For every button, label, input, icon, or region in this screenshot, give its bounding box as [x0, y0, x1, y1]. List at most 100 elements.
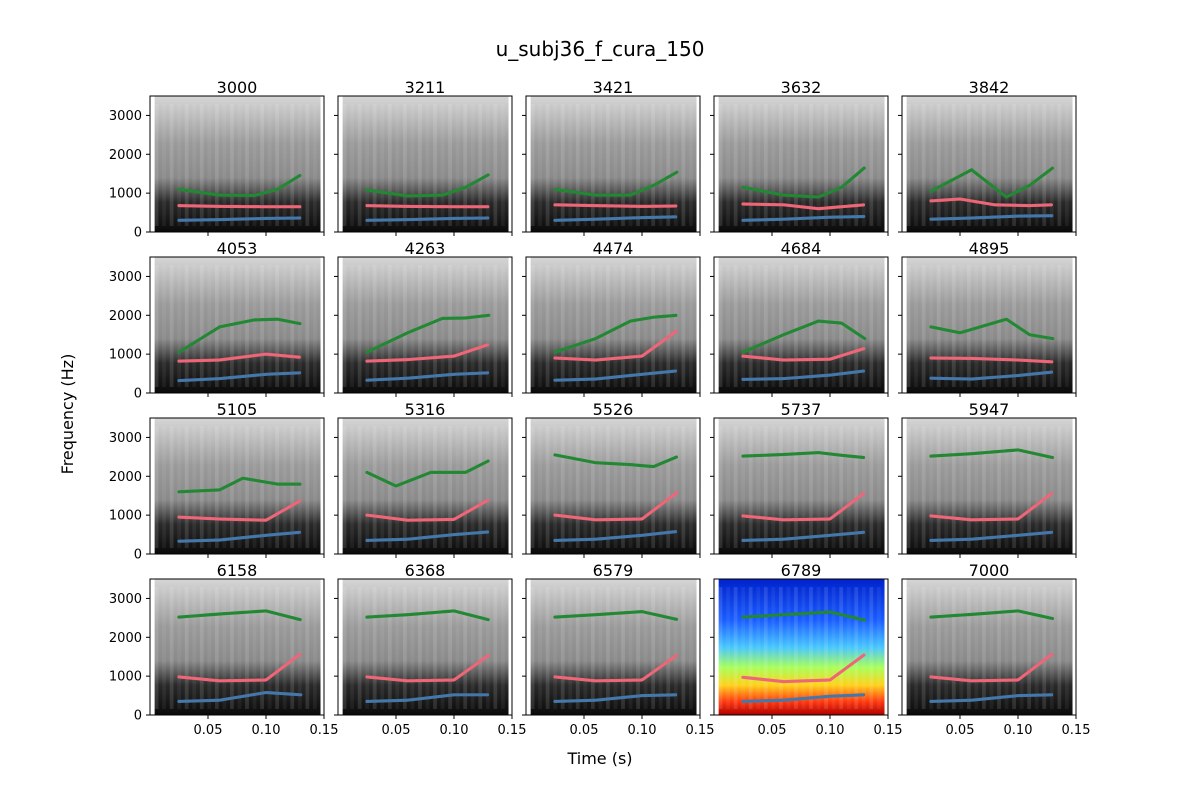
spectrogram-stripe: [478, 587, 483, 709]
x-tick-label: 0.10: [440, 723, 469, 738]
spectrogram-stripe: [192, 587, 197, 709]
panel: 5105 0 1000 2000 3000: [109, 400, 325, 563]
spectrogram-stripe: [162, 587, 166, 709]
spectrogram-stripe: [538, 104, 542, 226]
spectrogram-stripe: [936, 104, 941, 226]
spectrogram-stripe: [959, 265, 964, 387]
spectrogram-stripe: [771, 426, 776, 548]
formant-track-f1: [366, 530, 489, 542]
spectrogram-stripe: [230, 587, 234, 709]
spectrogram-stripe: [726, 265, 730, 387]
spectrogram-background: [906, 579, 1073, 715]
spectrogram-stripe: [794, 426, 798, 548]
spectrogram-stripe: [380, 104, 385, 226]
spectrogram-stripe: [1057, 265, 1062, 387]
spectrogram-stripe: [636, 426, 640, 548]
spectrogram-stripe: [184, 587, 189, 709]
spectrogram-stripe: [643, 265, 648, 387]
spectrogram-stripe: [1004, 587, 1009, 709]
spectrogram-stripe: [365, 426, 370, 548]
spectrogram-stripe: [681, 587, 686, 709]
y-tick-label: 2000: [109, 470, 142, 485]
formant-track-f1: [742, 369, 865, 381]
spectrogram-stripe: [831, 587, 836, 709]
spectrogram-stripe: [606, 265, 610, 387]
spectrogram-stripe: [418, 265, 422, 387]
spectrogram-stripe: [312, 587, 317, 709]
panel-title: 4053: [217, 239, 258, 258]
spectrogram-stripe: [530, 265, 535, 387]
formant-track-f3: [742, 611, 866, 622]
spectrogram-stripe: [402, 265, 407, 387]
spectrogram-stripe: [252, 104, 257, 226]
formant-track-f3: [930, 609, 1054, 620]
spectrogram-stripe: [989, 426, 994, 548]
spectrogram-stripe: [177, 104, 182, 226]
spectrogram-stripe: [470, 426, 475, 548]
spectrogram-stripe: [816, 265, 821, 387]
spectrogram-stripe: [598, 587, 603, 709]
spectrogram-stripe: [1012, 104, 1016, 226]
spectrogram-stripe: [824, 426, 828, 548]
spectrogram-stripe: [590, 104, 595, 226]
spectrogram-stripe: [275, 426, 280, 548]
spectrogram-stripe: [237, 104, 242, 226]
spectrogram-stripe: [944, 265, 949, 387]
spectrogram-stripe: [282, 587, 287, 709]
spectrogram-stripe: [982, 587, 986, 709]
spectrogram-stripe: [1049, 104, 1054, 226]
formant-track-f2: [554, 491, 678, 521]
spectrogram-stripe: [305, 587, 310, 709]
spectrogram-stripe: [989, 265, 994, 387]
spectrogram-stripe: [372, 265, 377, 387]
spectrogram-stripe: [207, 265, 212, 387]
spectrogram-stripe: [688, 587, 693, 709]
spectrogram-stripe: [861, 265, 866, 387]
spectrogram-stripe: [448, 104, 452, 226]
spectrogram-stripe: [455, 587, 460, 709]
spectrogram-stripe: [824, 104, 828, 226]
spectrogram-stripe: [598, 104, 603, 226]
spectrogram-stripe: [666, 587, 671, 709]
spectrogram-stripe: [560, 587, 565, 709]
spectrogram-stripe: [493, 265, 498, 387]
y-tick-label: 3000: [109, 592, 142, 607]
spectrogram-background: [154, 96, 321, 232]
formant-track-f1: [742, 693, 865, 703]
spectrogram-stripe: [944, 426, 949, 548]
spectrogram-stripe: [651, 104, 656, 226]
spectrogram-stripe: [741, 587, 746, 709]
spectrogram-stripe: [733, 587, 738, 709]
spectrogram-stripe: [568, 104, 573, 226]
y-tick-label: 2000: [109, 631, 142, 646]
formant-track-f2: [178, 204, 301, 208]
spectrogram-stripe: [673, 104, 678, 226]
spectrogram-stripe: [974, 587, 979, 709]
spectrogram-stripe: [794, 587, 798, 709]
formant-track-f3: [366, 173, 490, 197]
spectrogram-stripe: [199, 265, 204, 387]
formant-track-f2: [742, 347, 866, 361]
spectrogram-stripe: [951, 426, 956, 548]
spectrogram-stripe: [643, 587, 648, 709]
spectrogram-stripe: [876, 426, 881, 548]
spectrogram-stripe: [560, 265, 565, 387]
panel-title: 5737: [781, 400, 822, 419]
formant-track-f2: [742, 203, 865, 210]
spectrogram-stripe: [387, 587, 392, 709]
spectrogram-stripe: [305, 104, 310, 226]
spectrogram-stripe: [553, 104, 558, 226]
spectrogram-stripe: [245, 265, 249, 387]
spectrogram-stripe: [831, 265, 836, 387]
spectrogram-stripe: [1019, 104, 1024, 226]
panel-frame: [149, 256, 325, 394]
spectrogram-stripe: [297, 104, 302, 226]
spectrogram-stripe: [162, 265, 166, 387]
spectrogram-stripe: [410, 587, 415, 709]
spectrogram-stripe: [794, 265, 798, 387]
spectrogram-stripe: [545, 426, 550, 548]
spectrogram-stripe: [809, 587, 813, 709]
formant-track-f1: [178, 531, 301, 543]
spectrogram-stripe: [876, 104, 881, 226]
spectrogram-stripe: [485, 265, 490, 387]
